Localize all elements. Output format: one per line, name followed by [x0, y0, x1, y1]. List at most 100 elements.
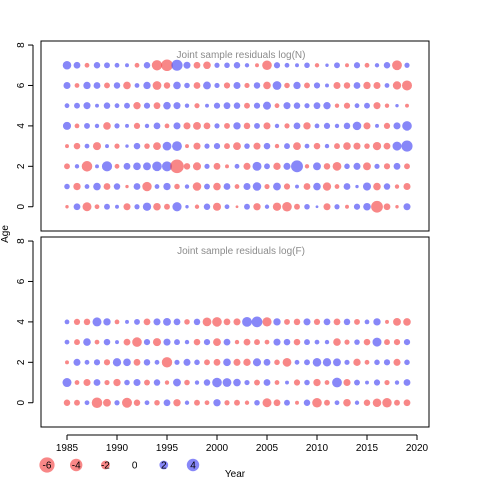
residual-bubble — [125, 123, 129, 128]
residual-bubble — [63, 81, 71, 89]
legend-label: 4 — [190, 461, 196, 472]
residual-bubble — [204, 183, 210, 190]
residual-bubble — [74, 102, 80, 109]
residual-bubble — [62, 378, 72, 388]
residual-bubble — [285, 380, 289, 385]
residual-bubble — [104, 379, 110, 386]
residual-bubble — [103, 318, 111, 326]
residual-bubble — [194, 204, 200, 209]
residual-bubble — [93, 82, 101, 89]
panel-log-n-y-axis: 0 2 4 6 8 — [16, 42, 34, 210]
residual-bubble — [104, 62, 110, 69]
residual-bubble — [334, 400, 340, 406]
x-tick-label: 2010 — [306, 443, 329, 454]
y-axis-label: Age — [0, 225, 11, 243]
residual-bubble — [243, 183, 251, 191]
residual-bubble — [373, 81, 381, 89]
residual-bubble — [304, 164, 310, 169]
residual-bubble — [394, 399, 400, 406]
residual-bubble — [334, 123, 340, 129]
residual-bubble — [114, 143, 120, 149]
x-tick-label: 1985 — [56, 443, 79, 454]
residual-bubble — [283, 338, 291, 346]
residual-bubble — [384, 83, 390, 88]
residual-bubble — [233, 142, 241, 151]
x-tick-label: 1990 — [106, 443, 129, 454]
residual-bubble — [65, 144, 69, 149]
residual-bubble — [392, 81, 402, 90]
residual-bubble — [143, 62, 151, 69]
residual-bubble — [264, 183, 270, 190]
residual-bubble — [244, 102, 250, 109]
legend-label: 0 — [132, 461, 138, 472]
residual-bubble — [223, 82, 231, 89]
residual-bubble — [364, 359, 370, 365]
residual-bubble — [273, 162, 281, 170]
residual-bubble — [192, 182, 202, 191]
legend-label: -4 — [72, 461, 81, 472]
residual-bubble — [163, 338, 171, 346]
residual-bubble — [184, 82, 190, 89]
residual-bubble — [174, 359, 180, 365]
residual-bubble — [214, 62, 220, 68]
residual-bubble — [202, 317, 212, 327]
residual-bubble — [144, 143, 150, 149]
residual-bubble — [403, 379, 411, 386]
residual-bubble — [324, 339, 330, 345]
residual-bubble — [132, 337, 142, 347]
residual-bubble — [95, 164, 99, 169]
residual-bubble — [243, 162, 251, 170]
residual-bubble — [333, 338, 341, 346]
residual-bubble — [322, 182, 332, 191]
residual-bubble — [184, 184, 190, 189]
residual-bubble — [403, 339, 411, 346]
residual-bubble — [393, 317, 401, 326]
residual-bubble — [184, 319, 190, 325]
residual-bubble — [244, 400, 250, 405]
x-tick-label: 2020 — [406, 443, 429, 454]
residual-bubble — [113, 183, 121, 190]
panel-log-f-frame — [40, 236, 430, 428]
residual-bubble — [364, 102, 370, 109]
residual-bubble — [325, 63, 329, 67]
y-tick-label: 6 — [16, 82, 27, 88]
residual-bubble — [164, 380, 170, 385]
residual-bubble — [293, 102, 301, 109]
residual-bubble — [403, 399, 411, 407]
residual-bubble — [353, 82, 361, 89]
residual-bubble — [273, 318, 281, 326]
residual-bubble — [103, 398, 111, 407]
residual-bubble — [344, 359, 350, 365]
residual-bubble — [233, 62, 241, 69]
residual-bubble — [185, 144, 189, 149]
residual-bubble — [113, 378, 121, 387]
residual-bubble — [105, 144, 109, 149]
residual-bubble — [364, 143, 370, 149]
residual-bubble — [383, 122, 391, 129]
y-tick-label: 2 — [16, 163, 27, 169]
residual-bubble — [324, 143, 330, 149]
residual-bubble — [205, 103, 209, 108]
residual-bubble — [304, 143, 310, 149]
residual-bubble — [193, 82, 201, 89]
residual-bubble — [294, 359, 300, 365]
residual-bubble — [125, 184, 129, 189]
residual-bubble — [363, 122, 371, 130]
residual-bubble — [404, 163, 410, 170]
residual-bubble — [193, 318, 201, 326]
residual-bubble — [333, 81, 341, 89]
residual-bubble — [372, 141, 382, 151]
residual-bubble — [334, 143, 340, 150]
residual-bubble — [303, 183, 311, 190]
residual-bubble — [403, 203, 411, 211]
residual-bubble — [293, 379, 301, 386]
residual-bubble — [343, 102, 351, 109]
residual-bubble — [323, 203, 331, 211]
residual-bubble — [164, 203, 170, 210]
residual-bubble — [253, 102, 261, 109]
residual-bubble — [304, 62, 310, 69]
residual-bubble — [183, 358, 191, 366]
residual-bubble — [63, 399, 71, 406]
residual-bubble — [234, 339, 240, 345]
residual-bubble — [73, 358, 81, 366]
